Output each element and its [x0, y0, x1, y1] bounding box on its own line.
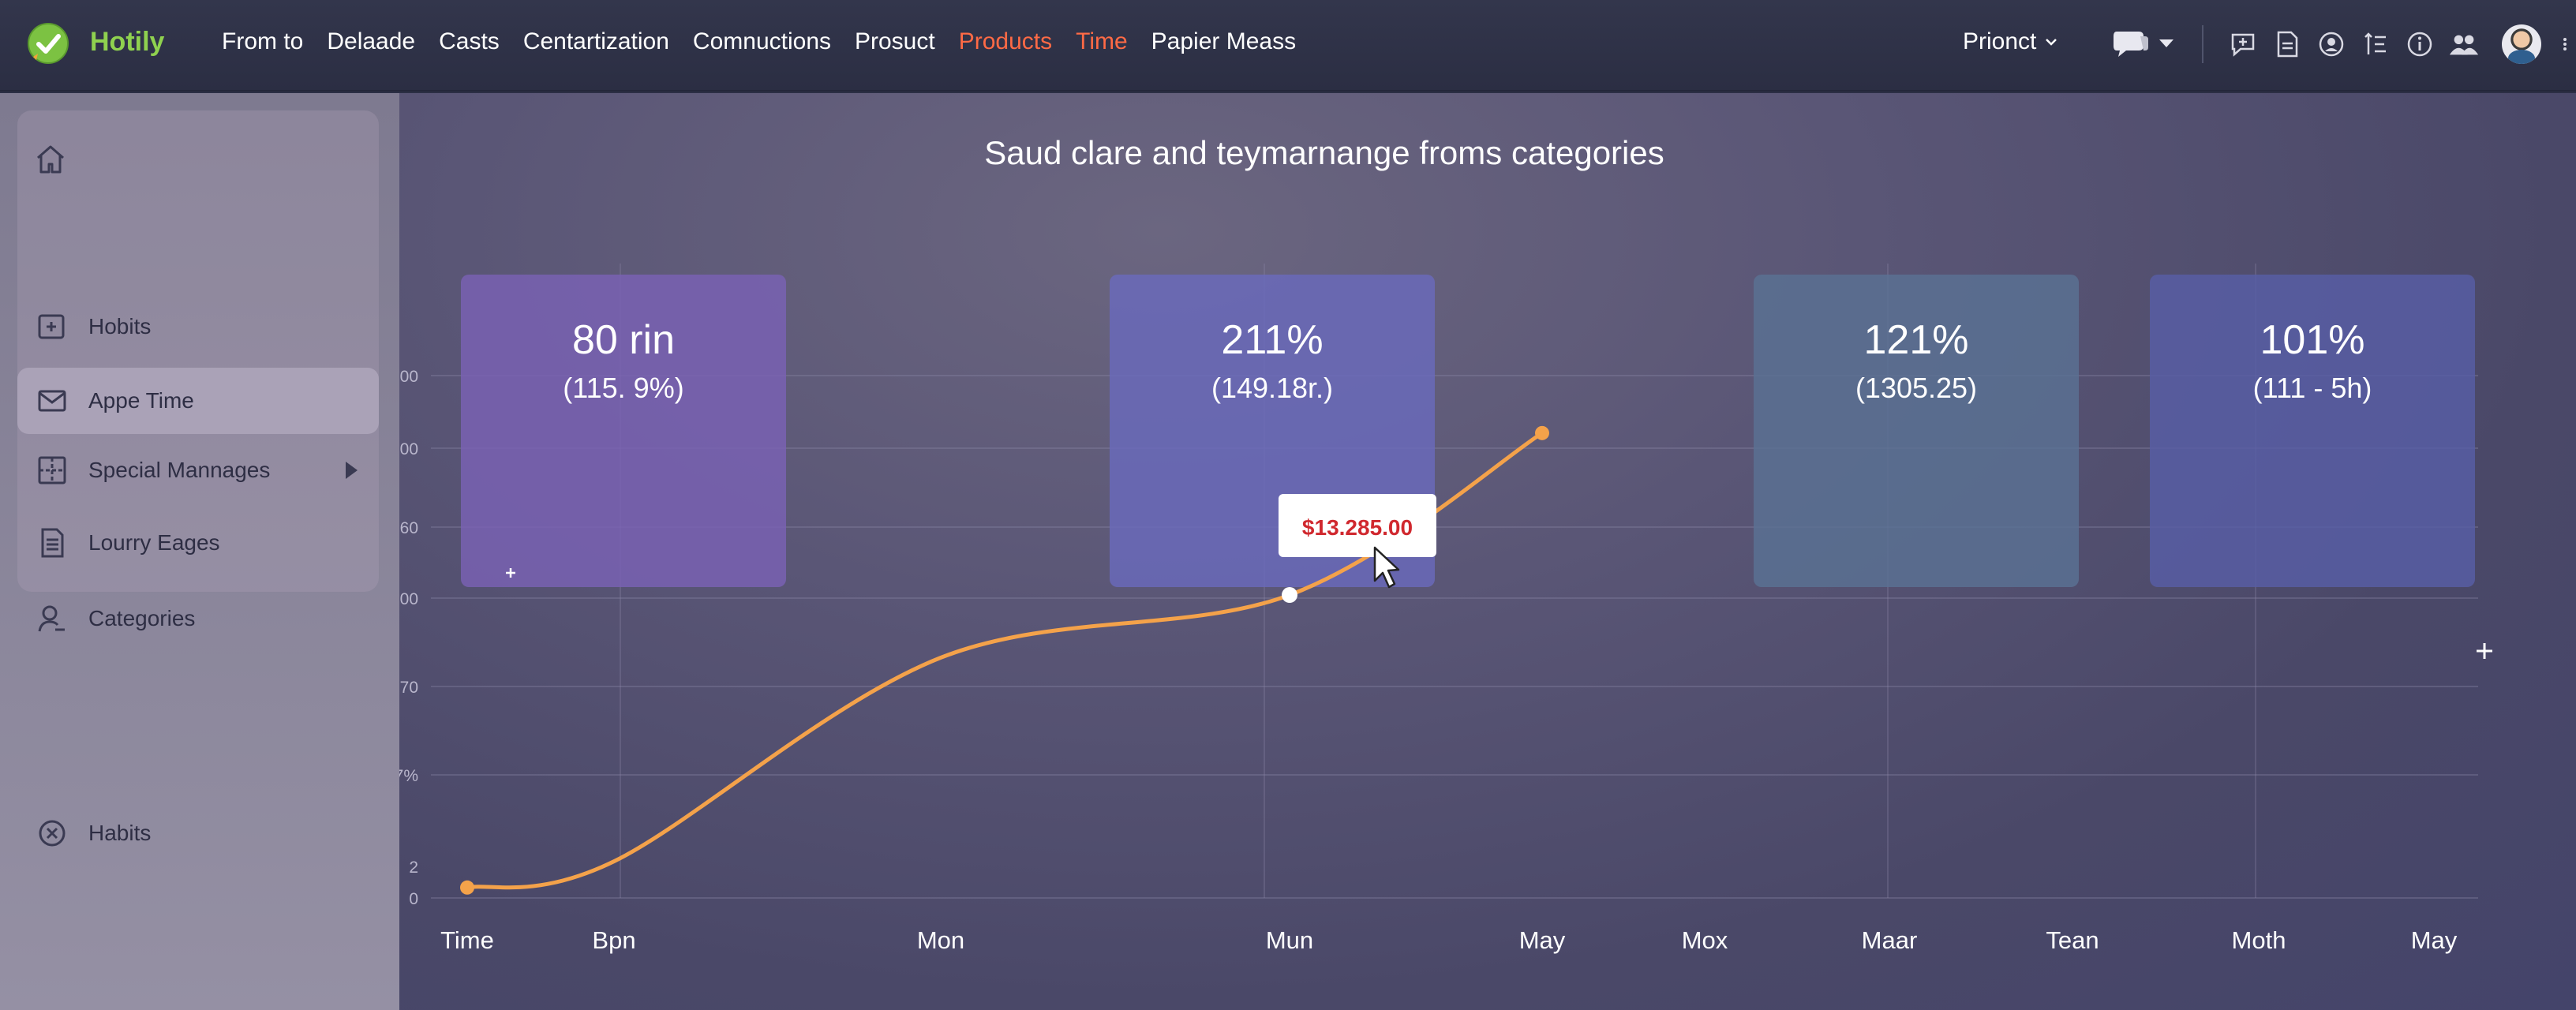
- kpi-value: 80 rin: [572, 317, 675, 363]
- kpi-value: 121%: [1864, 317, 1969, 363]
- sidebar-item-label: Habits: [88, 821, 152, 845]
- x-axis-labels: Time Bpn Mon Mun May Mox Maar Tean Moth May: [440, 926, 2458, 954]
- kpi-card[interactable]: 80 rin (115. 9%): [461, 275, 786, 587]
- kpi-subvalue: (115. 9%): [563, 372, 683, 404]
- nav-item-prosuct[interactable]: Prosuct: [855, 28, 935, 54]
- sidebar-item-habits[interactable]: Habits: [17, 800, 379, 866]
- nav-item-comnuctions[interactable]: Comnuctions: [692, 28, 831, 54]
- kpi-value: 211%: [1221, 317, 1323, 363]
- mail-icon: [38, 390, 66, 412]
- tooltip-value: $13.285.00: [1302, 515, 1413, 540]
- nav-item-time[interactable]: Time: [1076, 28, 1128, 54]
- close-circle-icon: [39, 820, 66, 847]
- main-nav: From to Delaade Casts Centartization Com…: [222, 28, 1320, 55]
- kpi-card[interactable]: 101% (111 - 5h): [2150, 275, 2475, 587]
- x-axis-label: Mox: [1682, 926, 1728, 954]
- mouse-cursor-icon: [1373, 546, 1400, 589]
- chevron-down-icon: [2159, 39, 2174, 47]
- line-chart: 80 rin (115. 9%) 211% (149.18r.) 121% (1305.2…: [399, 264, 2492, 954]
- sidebar-item-special-mannages[interactable]: Special Mannages: [17, 437, 379, 503]
- x-axis-label: May: [2411, 926, 2458, 954]
- y-tick-label: 1500: [399, 440, 418, 458]
- chat-icon: [2114, 32, 2148, 57]
- sidebar-panel: [17, 110, 379, 592]
- main-content: Saud clare and teymarnange froms categor…: [399, 93, 2576, 1010]
- x-axis-label: Mon: [917, 926, 964, 954]
- nav-item-casts[interactable]: Casts: [439, 28, 500, 54]
- x-axis-label: Tean: [2046, 926, 2099, 954]
- user-avatar[interactable]: [2502, 24, 2541, 64]
- gridlines: [431, 375, 2478, 899]
- user-gear-icon: [38, 605, 65, 632]
- nav-item-products[interactable]: Products: [958, 28, 1053, 54]
- logo-icon[interactable]: [27, 22, 69, 65]
- data-point[interactable]: [1282, 587, 1297, 604]
- y-tick-label: 2000: [399, 368, 418, 386]
- add-box-icon: [38, 314, 65, 339]
- y-tick-label: 1500: [399, 590, 418, 608]
- top-bar: Hotily From to Delaade Casts Centartizat…: [0, 0, 2576, 92]
- x-axis-label: May: [1519, 926, 1566, 954]
- sidebar-item-categories[interactable]: Categories: [17, 585, 379, 652]
- kpi-subvalue: (111 - 5h): [2253, 372, 2372, 404]
- kpi-value: 101%: [2260, 317, 2365, 363]
- y-tick-label: 0: [409, 890, 418, 908]
- more-icon[interactable]: [2559, 35, 2571, 54]
- sidebar-item-label: Lourry Eages: [88, 530, 220, 555]
- brand-name[interactable]: Hotily: [90, 27, 165, 57]
- list-document-icon: [41, 528, 64, 558]
- nav-item-centartization[interactable]: Centartization: [522, 28, 669, 54]
- kpi-cards: 80 rin (115. 9%) 211% (149.18r.) 121% (1305.2…: [461, 275, 2475, 587]
- kpi-subvalue: (149.18r.): [1211, 372, 1333, 404]
- toolbar-divider: [2202, 25, 2203, 63]
- y-tick-label: 2.60: [399, 519, 418, 537]
- user-circle-icon[interactable]: [2316, 28, 2347, 60]
- sidebar-item-label: Categories: [88, 606, 196, 630]
- value-tooltip: $13.285.00: [1279, 494, 1436, 557]
- chevron-right-icon: [346, 462, 358, 479]
- data-point[interactable]: [460, 880, 474, 895]
- x-axis-label: Bpn: [592, 926, 635, 954]
- y-tick-label: 3.70: [399, 679, 418, 697]
- sidebar-item-appe-time[interactable]: Appe Time: [17, 368, 379, 434]
- sidebar-item-label: Special Mannages: [88, 458, 271, 482]
- chart-title: Saud clare and teymarnange froms categor…: [984, 134, 1664, 171]
- sidebar-item-lourry-eages[interactable]: Lourry Eages: [17, 510, 379, 576]
- team-icon[interactable]: [2448, 28, 2480, 60]
- sidebar-item-label: Hobits: [88, 314, 152, 339]
- nav-item-delaade[interactable]: Delaade: [327, 28, 416, 54]
- kpi-card[interactable]: 121% (1305.25): [1754, 275, 2079, 587]
- nav-item-papier-meass[interactable]: Papier Meass: [1151, 28, 1297, 54]
- x-axis-label: Mun: [1266, 926, 1313, 954]
- document-icon[interactable]: [2271, 28, 2303, 60]
- y-tick-label: 17%: [399, 767, 418, 785]
- chat-dropdown[interactable]: [2112, 28, 2175, 58]
- toolbar-icons: [2227, 28, 2492, 60]
- nav-item-from-to[interactable]: From to: [222, 28, 304, 54]
- project-dropdown[interactable]: Prionct: [1963, 28, 2058, 55]
- kpi-subvalue: (1305.25): [1855, 372, 1977, 404]
- x-axis-label: Moth: [2232, 926, 2286, 954]
- chevron-down-icon: [2046, 39, 2057, 46]
- series-points: [460, 425, 1549, 895]
- plus-icon[interactable]: [506, 568, 515, 578]
- y-axis-ticks: 2000 1500 2.60 1500 3.70 17% 2 0: [399, 368, 418, 908]
- project-label: Prionct: [1963, 28, 2037, 54]
- sort-icon[interactable]: [2360, 28, 2391, 60]
- sidebar-item-label: Appe Time: [88, 388, 194, 413]
- data-point[interactable]: [1535, 425, 1549, 440]
- comment-icon[interactable]: [2227, 28, 2259, 60]
- home-icon[interactable]: [33, 142, 68, 177]
- grid-icon: [38, 456, 66, 484]
- sidebar: Hobits Appe Time Special Mannages Lourry…: [0, 93, 399, 1010]
- add-series-icon[interactable]: [2477, 643, 2492, 659]
- y-tick-label: 2: [409, 858, 418, 877]
- x-axis-label: Time: [440, 926, 494, 954]
- x-axis-label: Maar: [1862, 926, 1918, 954]
- sidebar-item-hobits[interactable]: Hobits: [17, 294, 379, 360]
- info-icon[interactable]: [2404, 28, 2436, 60]
